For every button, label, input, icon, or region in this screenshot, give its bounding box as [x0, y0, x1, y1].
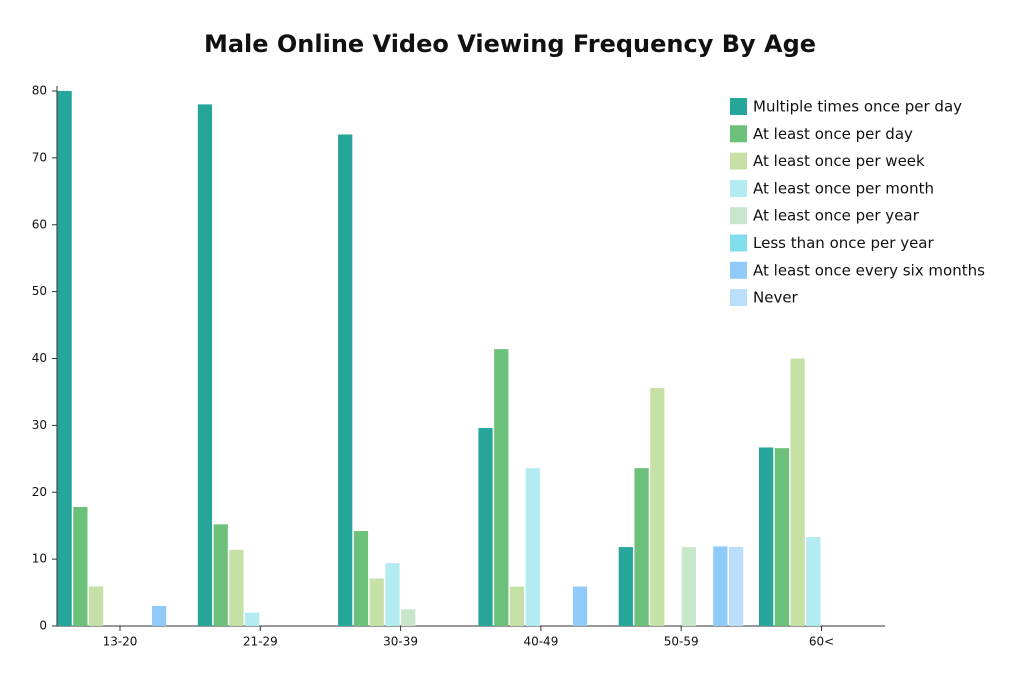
legend-label: At least once every six months	[753, 261, 985, 279]
legend-swatch	[730, 179, 747, 197]
bar	[509, 586, 525, 626]
bar	[806, 537, 821, 626]
x-tick-label: 60<	[809, 635, 834, 649]
legend-label: Less than once per year	[753, 234, 934, 252]
bar	[790, 358, 805, 626]
bar	[401, 609, 416, 626]
bar	[353, 531, 369, 626]
x-tick-label: 50-59	[664, 635, 699, 649]
bar	[494, 349, 509, 626]
bar	[728, 547, 744, 626]
y-tick-label: 50	[32, 284, 47, 298]
y-tick-label: 0	[39, 619, 47, 633]
legend-label: At least once per year	[753, 207, 920, 225]
y-tick-label: 80	[32, 84, 47, 98]
bar	[89, 586, 104, 626]
legend-label: Never	[753, 289, 799, 307]
bar	[369, 578, 384, 626]
legend-swatch	[730, 207, 747, 225]
x-tick-label: 21-29	[243, 635, 278, 649]
bar	[774, 448, 789, 626]
legend-label: At least once per day	[753, 125, 913, 143]
y-tick-label: 60	[32, 217, 47, 231]
bar	[759, 447, 774, 626]
bar	[213, 524, 228, 626]
legend-swatch	[730, 289, 747, 307]
bar	[197, 104, 213, 626]
bar	[152, 605, 167, 626]
bar	[572, 586, 588, 626]
bar	[618, 547, 633, 626]
legend-label: Multiple times once per day	[753, 98, 962, 116]
legend-swatch	[730, 234, 747, 252]
y-tick-label: 30	[32, 418, 47, 432]
legend-swatch	[730, 152, 747, 170]
legend-label: At least once per month	[753, 179, 934, 197]
y-tick-label: 40	[32, 351, 47, 365]
legend-swatch	[730, 125, 747, 143]
legend-label: At least once per week	[753, 152, 925, 170]
bar	[245, 612, 260, 626]
bar	[681, 547, 696, 626]
bar	[525, 468, 540, 626]
bar	[634, 468, 649, 626]
legend-swatch	[730, 261, 747, 279]
x-tick-label: 40-49	[523, 635, 558, 649]
bar	[229, 549, 244, 626]
bar	[713, 546, 728, 626]
legend-swatch	[730, 98, 747, 115]
x-tick-label: 13-20	[103, 635, 138, 649]
y-tick-label: 70	[32, 150, 47, 164]
bar	[385, 563, 400, 626]
bar	[73, 506, 88, 626]
bar	[478, 428, 493, 626]
bar	[57, 91, 72, 626]
x-tick-label: 30-39	[383, 635, 418, 649]
bar	[338, 134, 353, 626]
chart-title: Male Online Video Viewing Frequency By A…	[204, 30, 816, 58]
y-tick-label: 20	[32, 485, 47, 499]
y-tick-label: 10	[32, 552, 47, 566]
bar	[650, 387, 665, 626]
